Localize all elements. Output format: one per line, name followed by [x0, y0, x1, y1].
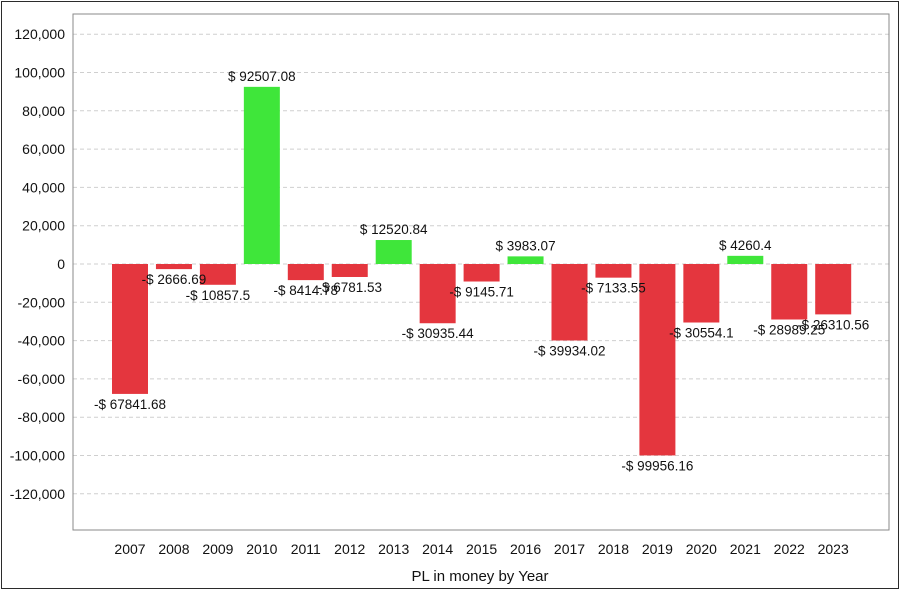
data-label: -$ 6781.53 [317, 280, 382, 295]
x-tick-label: 2023 [818, 541, 849, 557]
x-tick-label: 2022 [774, 541, 805, 557]
y-tick-label: -20,000 [18, 294, 66, 310]
data-label: -$ 9145.71 [449, 285, 514, 300]
bar-2012 [331, 264, 368, 277]
x-tick-label: 2011 [291, 541, 321, 557]
x-tick-label: 2012 [334, 541, 365, 557]
y-tick-label: -60,000 [18, 371, 66, 387]
y-tick-label: -100,000 [10, 448, 65, 464]
data-label: -$ 26310.56 [797, 317, 869, 332]
x-tick-label: 2015 [466, 541, 497, 557]
x-tick-label: 2009 [202, 541, 233, 557]
y-tick-label: 0 [57, 256, 65, 272]
data-label: -$ 2666.69 [142, 272, 207, 287]
data-label: -$ 7133.55 [581, 281, 646, 296]
bar-2016 [507, 256, 544, 264]
data-label: $ 4260.4 [719, 238, 772, 253]
x-tick-label: 2014 [422, 541, 453, 557]
y-axis-tick-labels: 120,000 100,000 80,000 60,000 40,000 20,000 0 -… [10, 26, 65, 502]
data-label: $ 12520.84 [360, 222, 428, 237]
data-label: -$ 10857.5 [186, 288, 251, 303]
bar-2022 [771, 264, 808, 320]
x-tick-label: 2020 [686, 541, 717, 557]
bar-2010 [243, 86, 280, 264]
x-tick-label: 2007 [114, 541, 145, 557]
data-label: -$ 39934.02 [533, 343, 605, 358]
bar-2008 [155, 264, 192, 270]
bar-2007 [112, 264, 148, 394]
x-axis-tick-labels: 2007 2008 2009 2010 2011 2012 2013 2014 2015 2016… [114, 541, 849, 557]
y-tick-label: 20,000 [22, 218, 65, 234]
data-label: $ 3983.07 [496, 238, 556, 253]
plot-area-border [72, 13, 890, 531]
bars [112, 86, 852, 456]
bar-2021 [727, 255, 764, 264]
bar-2015 [463, 264, 500, 282]
x-tick-label: 2008 [158, 541, 189, 557]
bar-2014 [419, 264, 456, 324]
data-label: -$ 99956.16 [621, 458, 693, 473]
bar-2017 [551, 264, 588, 341]
x-tick-label: 2021 [730, 541, 761, 557]
bar-2023 [815, 264, 852, 315]
x-tick-label: 2016 [510, 541, 541, 557]
data-label: $ 92507.08 [228, 69, 296, 84]
y-tick-label: 80,000 [22, 103, 65, 119]
y-tick-label: -40,000 [18, 333, 66, 349]
bar-2011 [287, 264, 324, 281]
y-tick-label: 120,000 [14, 26, 65, 42]
data-label: -$ 8414.78 [274, 283, 339, 298]
y-tick-label: -80,000 [18, 409, 66, 425]
x-tick-label: 2013 [378, 541, 409, 557]
y-tick-label: 40,000 [22, 179, 65, 195]
bar-2018 [595, 264, 632, 278]
bar-2009 [199, 264, 236, 285]
bar-2020 [683, 264, 720, 323]
x-tick-label: 2010 [246, 541, 277, 557]
x-axis-title: PL in money by Year [411, 568, 548, 585]
bar-2013 [375, 240, 412, 264]
data-label: -$ 28989.25 [753, 323, 825, 338]
x-tick-label: 2017 [554, 541, 585, 557]
data-label: -$ 30935.44 [402, 326, 475, 341]
data-labels: -$ 67841.68 -$ 2666.69-$ 10857.5 $ 92507.0… [94, 69, 869, 474]
y-tick-label: 100,000 [14, 65, 65, 81]
bar-2019 [639, 264, 676, 456]
data-label: -$ 30554.1 [669, 326, 734, 341]
x-tick-label: 2019 [642, 541, 673, 557]
data-label: -$ 67841.68 [94, 397, 166, 412]
y-tick-label: -120,000 [10, 486, 65, 502]
y-tick-label: 60,000 [22, 141, 65, 157]
x-tick-label: 2018 [598, 541, 629, 557]
